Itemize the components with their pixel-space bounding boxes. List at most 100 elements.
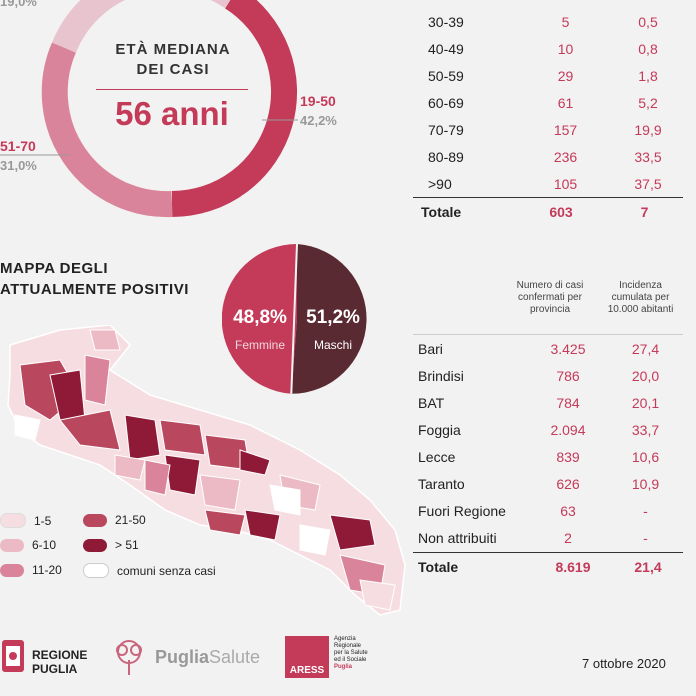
legend-swatch [83, 513, 107, 527]
male-pct: 51,2% [306, 307, 360, 328]
age-range: 30-39 [428, 13, 464, 30]
pie-divider [290, 244, 298, 394]
province-total-row: Totale 8.619 21,4 [413, 553, 683, 580]
legend-swatch [83, 538, 107, 552]
age-cases: 105 [553, 175, 578, 192]
province-table-row: Non attribuiti 2 - [413, 524, 683, 551]
province-table-row: Foggia 2.094 33,7 [413, 416, 683, 443]
province-name: Fuori Regione [418, 502, 506, 519]
legend-label: comuni senza casi [117, 563, 216, 578]
age-cases: 29 [557, 67, 574, 84]
province-name: BAT [418, 394, 445, 411]
age-pct: 33,5 [634, 148, 662, 165]
province-name: Lecce [418, 448, 456, 465]
age-pct: 5,2 [638, 94, 658, 111]
age-total-row: Totale 603 7 [413, 198, 683, 225]
province-cases: 786 [556, 367, 580, 384]
female-label: Femmine [234, 338, 285, 352]
regione-puglia-logo-icon [2, 640, 24, 672]
legend-item-51: > 51 [83, 538, 139, 552]
aress-line5: Puglia [334, 664, 353, 670]
province-head-incidence: Incidenza cumulata per 10.000 abitanti [607, 280, 674, 315]
aress-line2: Regionale [334, 643, 362, 649]
donut-pct-19-50: 42,2% [300, 113, 337, 128]
age-total-label: Totale [421, 203, 462, 220]
map-title-line2: ATTUALMENTE POSITIVI [0, 281, 189, 298]
province-name: Taranto [418, 475, 465, 492]
age-table: 30-39 5 0,5 40-49 10 0,8 50-59 29 1,8 60-69 61 5,2 7… [413, 8, 683, 197]
age-range: 60-69 [428, 94, 464, 111]
legend-swatch [0, 538, 24, 552]
median-age-value: 56 anni [115, 95, 229, 132]
age-cases: 236 [553, 148, 578, 165]
age-table-row: 70-79 157 19,9 [413, 116, 683, 143]
donut-segment-top [51, 0, 231, 53]
legend-item-1-5: 1-5 [0, 513, 51, 528]
pie-slice-female [222, 244, 297, 394]
province-incidence: - [643, 529, 648, 546]
province-cases: 63 [560, 502, 576, 519]
province-cases: 2 [564, 529, 572, 546]
age-cases: 10 [557, 40, 574, 57]
province-cases: 2.094 [550, 421, 586, 438]
age-pct: 19,9 [634, 121, 662, 138]
province-cases: 784 [556, 394, 580, 411]
male-label: Maschi [313, 338, 352, 352]
legend-label: 11-20 [32, 563, 62, 577]
age-pct: 37,5 [634, 175, 662, 192]
province-table-row: Fuori Regione 63 - [413, 497, 683, 524]
legend-swatch [83, 563, 109, 578]
legend-swatch [0, 513, 26, 528]
age-total-cases: 603 [549, 203, 573, 220]
aress-logo-icon: ARESS [285, 636, 329, 678]
aress-line3: per la Salute [334, 650, 368, 656]
donut-pct-51-70: 31,0% [0, 158, 37, 173]
province-total-incidence: 21,4 [634, 558, 662, 575]
province-total-cases: 8.619 [555, 558, 591, 575]
report-date: 7 ottobre 2020 [582, 656, 666, 671]
map-municipalities [14, 329, 396, 611]
province-table: Bari 3.425 27,4 Brindisi 786 20,0 BAT 784 20,1 Fo… [413, 335, 683, 551]
regione-line1: REGIONE [32, 648, 88, 662]
legend-item-21-50: 21-50 [83, 513, 146, 527]
province-name: Brindisi [418, 367, 464, 384]
donut-label-19-50: 19-50 [300, 93, 336, 109]
legend-label: 21-50 [115, 513, 146, 527]
age-range: 80-89 [428, 148, 464, 165]
legend-item-11-20: 11-20 [0, 563, 62, 577]
aress-line4: ed il Sociale [334, 657, 367, 663]
puglia-word: Puglia [155, 647, 210, 667]
puglia-map [7, 325, 406, 616]
aress-line1: Agenzia [334, 636, 356, 642]
province-name: Non attribuiti [418, 529, 497, 546]
province-incidence: 10,6 [631, 448, 660, 465]
legend-label: 6-10 [32, 538, 57, 552]
age-donut-chart [0, 0, 298, 218]
province-head-cases: Numero di casi confermati per provincia [516, 280, 584, 315]
age-table-row: 60-69 61 5,2 [413, 89, 683, 116]
province-total-label: Totale [418, 558, 459, 575]
age-range: 50-59 [428, 67, 464, 84]
regione-puglia-text: REGIONE PUGLIA [32, 648, 87, 676]
province-incidence: 20,1 [631, 394, 660, 411]
age-pct: 1,8 [638, 67, 658, 84]
age-cases: 157 [553, 121, 578, 138]
legend-item-no-cases: comuni senza casi [83, 563, 216, 578]
donut-title: ETÀ MEDIANA DEI CASI [98, 40, 248, 80]
age-range: 40-49 [428, 40, 464, 57]
donut-segment-19-50 [171, 0, 298, 217]
province-name: Foggia [418, 421, 461, 438]
age-table-row: 80-89 236 33,5 [413, 143, 683, 170]
legend-swatch [0, 563, 24, 577]
donut-segment-51-70 [41, 42, 173, 218]
pie-slice-male [291, 244, 367, 394]
province-incidence: - [643, 502, 648, 519]
province-table-row: Taranto 626 10,9 [413, 470, 683, 497]
age-table-row: >90 105 37,5 [413, 170, 683, 197]
province-cases: 626 [556, 475, 580, 492]
age-pct: 0,5 [638, 13, 658, 30]
salute-word: Salute [209, 647, 261, 667]
legend-label: > 51 [115, 538, 139, 552]
province-table-row: BAT 784 20,1 [413, 389, 683, 416]
map-title-line1: MAPPA DEGLI [0, 260, 109, 277]
